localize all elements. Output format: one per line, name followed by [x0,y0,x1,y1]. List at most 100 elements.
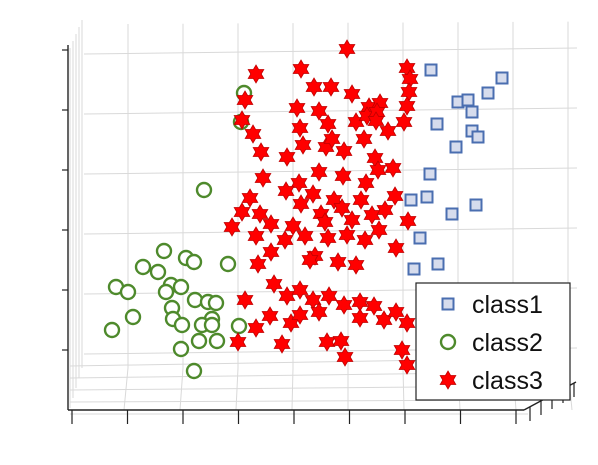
class3-point [335,295,353,315]
class3-point [310,162,328,182]
class3-point [387,238,405,258]
series-class1 [404,63,509,276]
class1-point [449,140,463,154]
class3-point [310,302,328,322]
class3-point [292,194,310,214]
class3-point [247,318,265,338]
class3-point [247,64,265,84]
class1-point [431,257,445,271]
class2-point [190,332,208,350]
class3-point [292,59,310,79]
legend-marker-class1 [441,297,455,311]
class3-point [301,250,319,270]
class3-point [318,332,336,352]
grid-line [83,47,578,55]
class3-point [370,220,388,240]
class3-point [249,254,267,274]
class2-point [134,258,152,276]
class2-point [230,317,248,335]
class3-point [278,147,296,167]
class3-point [277,181,295,201]
class3-point [320,286,338,306]
class2-point [119,283,137,301]
class3-point [291,280,309,300]
class3-point [398,313,416,333]
class3-point [262,242,280,262]
grid-line [235,367,239,411]
class1-point [471,130,485,144]
class3-point [366,148,384,168]
class3-point [356,230,374,250]
class3-point [332,331,350,351]
class2-point [208,332,226,350]
class3-point [398,96,416,116]
grid-line [179,367,184,411]
series-class2 [103,84,253,380]
class1-point [469,198,483,212]
class2-point [157,283,175,301]
class3-point [351,308,369,328]
class3-point [329,252,347,272]
class2-point [207,294,225,312]
class3-point [352,190,370,210]
class3-point [294,135,312,155]
class3-point [400,82,418,102]
class3-point [278,286,296,306]
grid-line [291,367,294,411]
class2-point [185,362,203,380]
class2-point [172,340,190,358]
class3-point [393,340,411,360]
class3-point [355,129,373,149]
legend-marker-class3 [439,370,457,390]
class1-point [465,105,479,119]
class3-point [241,188,259,208]
class1-point [413,231,427,245]
class3-point [323,129,341,149]
class2-point [103,321,121,339]
class3-point [291,305,309,325]
class3-point [276,230,294,250]
class3-point [229,332,247,352]
class3-point [261,306,279,326]
legend-label-class1: class1 [472,291,543,319]
class3-point [369,160,387,180]
class3-point [319,114,337,134]
grid-line [83,227,578,235]
class1-point [461,93,475,107]
class3-point [334,166,352,186]
class3-point [336,347,354,367]
class3-point [310,101,328,121]
class1-point [445,207,459,221]
class3-point [305,77,323,97]
class3-point [338,39,356,59]
class3-point [347,255,365,275]
class3-point [343,84,361,104]
class3-point [386,186,404,206]
class3-point [319,228,337,248]
class3-point [262,214,280,234]
class2-point [155,242,173,260]
class3-point [398,355,416,375]
class3-point [395,112,413,132]
class3-point [244,124,262,144]
grid-line [83,167,578,175]
class3-point [291,118,309,138]
grid-line [83,107,578,115]
class2-point [203,316,221,334]
class3-point [247,226,265,246]
class3-point [376,200,394,220]
class2-point [173,316,191,334]
grid-line [123,367,129,411]
class3-point [233,202,251,222]
class3-point [367,111,385,131]
class3-point [338,225,356,245]
class3-point [357,173,375,193]
class3-point [254,168,272,188]
class2-point [186,291,204,309]
data-points [103,39,509,380]
class2-point [124,308,142,326]
class3-point [322,77,340,97]
class3-point [223,217,241,237]
class3-point [316,212,334,232]
